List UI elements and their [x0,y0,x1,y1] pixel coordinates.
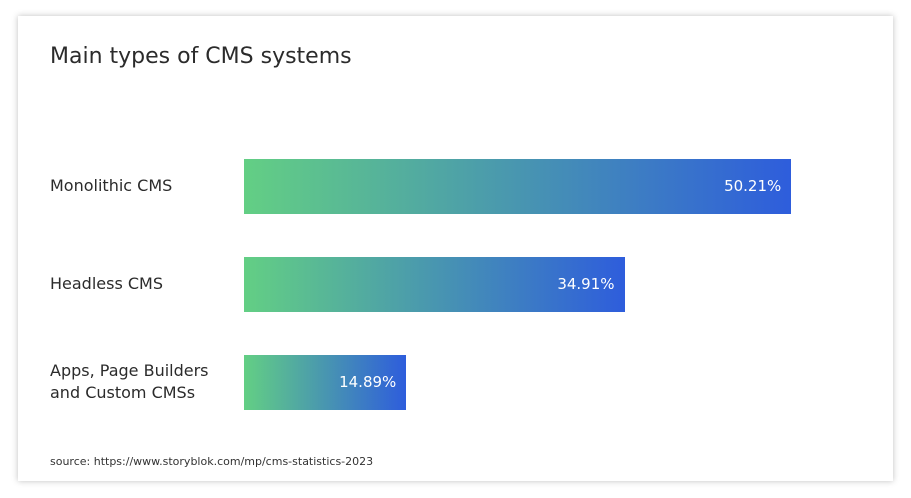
source-note: source: https://www.storyblok.com/mp/cms… [50,455,374,468]
category-label: Headless CMS [50,274,164,293]
value-label: 14.89% [339,373,397,391]
category-label: Monolithic CMS [50,176,173,195]
value-label: 34.91% [557,275,615,293]
chart-title: Main types of CMS systems [50,44,352,69]
bar: 14.89% [244,354,407,410]
value-label: 50.21% [724,177,782,195]
bar: 50.21% [244,158,792,214]
category-label: Apps, Page Builders and Custom CMSs [50,361,209,402]
bar: 34.91% [244,256,625,312]
chart-card: Main types of CMS systems source: https:… [18,16,893,481]
